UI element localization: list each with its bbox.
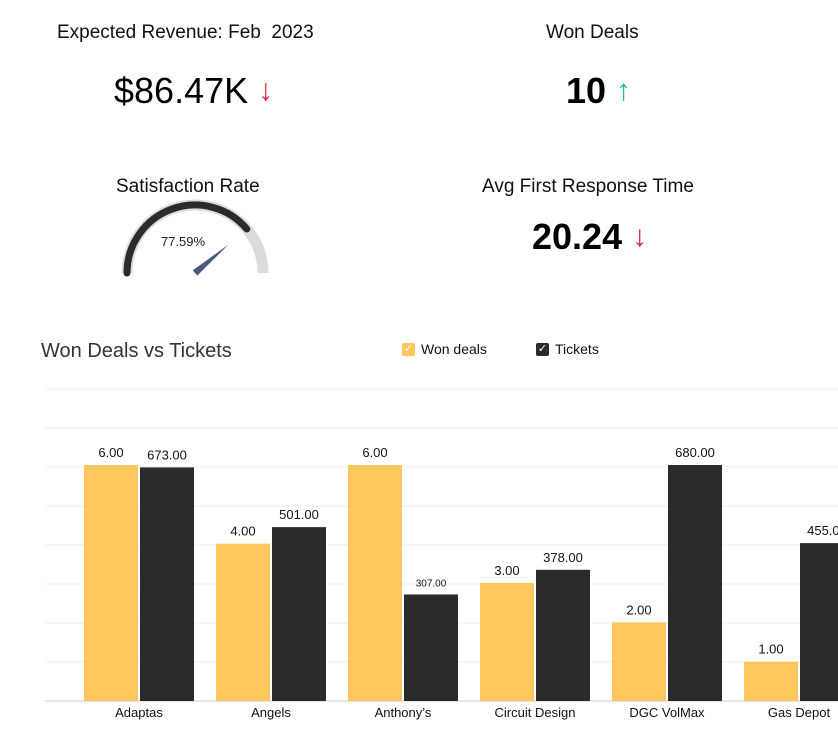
won-deals-vs-tickets-chart: 6.00 673.00 Adaptas 4.00 501.00 Angels 6.00 307… xyxy=(0,370,838,740)
bar-tickets[interactable] xyxy=(668,465,722,701)
bar-won-deals[interactable] xyxy=(84,465,138,701)
response-time-kpi: 20.24 ↓ xyxy=(532,216,647,258)
data-label: 1.00 xyxy=(758,642,783,657)
x-tick-label: Gas Depot xyxy=(768,705,831,720)
revenue-kpi-title: Expected Revenue: Feb 2023 xyxy=(57,22,314,43)
gauge-needle xyxy=(192,244,229,276)
gauge-fill xyxy=(123,201,251,277)
bar-tickets[interactable] xyxy=(140,467,194,701)
bar-tickets[interactable] xyxy=(800,543,838,701)
x-tick-label: Angels xyxy=(251,705,291,720)
data-label: 673.00 xyxy=(147,447,187,462)
x-tick-label: DGC VolMax xyxy=(629,705,705,720)
won-deals-kpi-value: 10 xyxy=(566,70,607,111)
legend-label-won-deals: Won deals xyxy=(421,341,487,357)
won-deals-kpi-title: Won Deals xyxy=(546,22,639,43)
bar-chart-svg: 6.00 673.00 Adaptas 4.00 501.00 Angels 6.00 307… xyxy=(45,388,838,720)
data-label: 6.00 xyxy=(98,445,123,460)
checkbox-checked-icon[interactable]: ✓ xyxy=(536,342,549,356)
data-label: 680.00 xyxy=(675,445,715,460)
bar-tickets[interactable] xyxy=(404,594,458,701)
data-label: 2.00 xyxy=(626,602,651,617)
bar-won-deals[interactable] xyxy=(612,622,666,701)
checkbox-checked-icon[interactable]: ✓ xyxy=(402,342,415,356)
gauge-graphic xyxy=(121,199,269,277)
data-label: 455.00 xyxy=(807,523,838,538)
data-label: 378.00 xyxy=(543,550,583,565)
revenue-kpi-value: $86.47K xyxy=(114,70,249,111)
trend-down-icon: ↓ xyxy=(258,74,274,107)
bar-tickets[interactable] xyxy=(536,569,590,701)
data-label: 4.00 xyxy=(230,524,255,539)
legend-item-tickets[interactable]: ✓ Tickets xyxy=(536,341,599,357)
data-label: 307.00 xyxy=(416,578,447,589)
won-deals-kpi: 10 ↑ xyxy=(566,70,631,112)
bar-won-deals[interactable] xyxy=(348,465,402,701)
bar-tickets[interactable] xyxy=(272,527,326,701)
satisfaction-gauge: 77.59% xyxy=(110,198,280,283)
response-time-kpi-value: 20.24 xyxy=(532,216,623,257)
data-label: 501.00 xyxy=(279,507,319,522)
bar-won-deals[interactable] xyxy=(480,583,534,701)
data-label: 3.00 xyxy=(494,563,519,578)
x-tick-label: Circuit Design xyxy=(495,705,576,720)
revenue-kpi: $86.47K ↓ xyxy=(114,70,273,112)
data-label: 6.00 xyxy=(362,445,387,460)
legend-item-won-deals[interactable]: ✓ Won deals xyxy=(402,341,487,357)
trend-up-icon: ↑ xyxy=(616,74,632,107)
x-tick-label: Anthony’s xyxy=(375,705,432,720)
chart-title: Won Deals vs Tickets xyxy=(41,340,232,362)
bar-won-deals[interactable] xyxy=(216,543,270,701)
trend-down-icon: ↓ xyxy=(632,220,648,253)
legend-label-tickets: Tickets xyxy=(555,341,599,357)
response-time-kpi-title: Avg First Response Time xyxy=(482,176,694,197)
bar-won-deals[interactable] xyxy=(744,661,798,701)
satisfaction-kpi-title: Satisfaction Rate xyxy=(116,176,260,197)
satisfaction-value: 77.59% xyxy=(160,234,206,249)
x-tick-label: Adaptas xyxy=(115,705,163,720)
